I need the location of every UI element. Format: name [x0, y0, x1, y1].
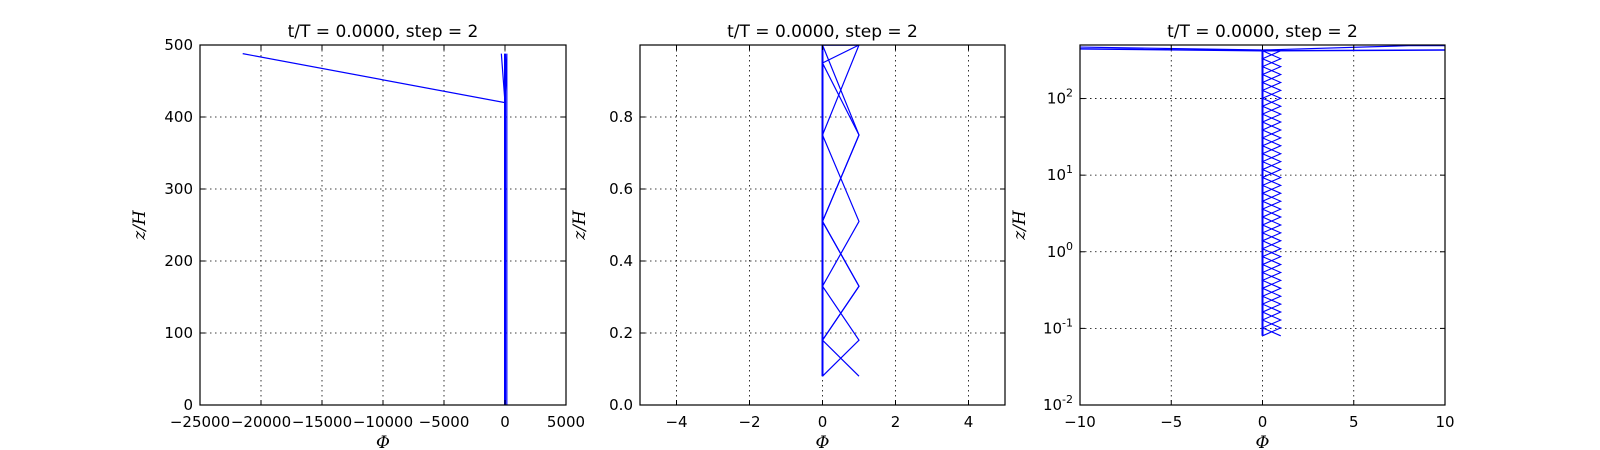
y-tick-label: 101: [1047, 163, 1073, 184]
tick-exponent: 1: [1066, 163, 1073, 176]
x-tick-label: −10000: [353, 413, 413, 431]
data-line: [500, 53, 508, 405]
y-tick-label: 102: [1047, 87, 1073, 108]
x-tick-label: −5: [1160, 413, 1182, 431]
data-line: [242, 53, 506, 405]
y-tick-label: 0: [183, 396, 193, 414]
subplot-1: −25000 −20000 −15000 −10000 −5000 0 5000 0 100 20…: [130, 22, 585, 450]
y-tick-label: 300: [164, 180, 193, 198]
x-tick-label: −10: [1064, 413, 1096, 431]
subplot-title: t/T = 0.0000, step = 2: [288, 22, 479, 42]
x-tick-label: −2: [738, 413, 760, 431]
x-axis-label: Φ: [816, 433, 830, 450]
subplot-title: t/T = 0.0000, step = 2: [727, 22, 918, 42]
tick-base: 10: [1043, 319, 1062, 337]
data-line: [1261, 50, 1283, 337]
x-tick-label: −4: [665, 413, 687, 431]
tick-base: 10: [1047, 166, 1066, 184]
x-tick-label: 5: [1349, 413, 1359, 431]
y-tick-label: 0.0: [609, 396, 633, 414]
subplot-title: t/T = 0.0000, step = 2: [1167, 22, 1358, 42]
y-tick-label: 10-1: [1043, 316, 1073, 337]
tick-exponent: 0: [1066, 240, 1073, 253]
y-axis-label: z/H: [130, 209, 150, 241]
x-axis-label: Φ: [376, 433, 390, 450]
x-tick-label: −5000: [419, 413, 470, 431]
series-group: [821, 45, 860, 377]
y-tick-label: 400: [164, 108, 193, 126]
series-group: [242, 53, 508, 405]
x-tick-label: −15000: [292, 413, 352, 431]
x-tick-label: 2: [891, 413, 901, 431]
y-tick-label: 0.6: [609, 180, 633, 198]
tick-exponent: -1: [1062, 316, 1073, 329]
y-tick-label: 0.2: [609, 324, 633, 342]
x-axis-label: Φ: [1256, 433, 1270, 450]
x-tick-label: 0: [500, 413, 510, 431]
y-tick-label: 100: [1047, 240, 1073, 261]
tick-exponent: -2: [1062, 393, 1073, 406]
y-tick-label: 100: [164, 324, 193, 342]
x-tick-label: −20000: [231, 413, 291, 431]
y-tick-label: 200: [164, 252, 193, 270]
y-tick-label: 0.8: [609, 108, 633, 126]
y-tick-label: 0.4: [609, 252, 633, 270]
y-tick-label: 500: [164, 36, 193, 54]
tick-exponent: 2: [1066, 87, 1073, 100]
x-tick-label: 10: [1435, 413, 1454, 431]
data-line: [821, 45, 860, 377]
tick-base: 10: [1047, 90, 1066, 108]
y-tick-label: 10-2: [1043, 393, 1073, 414]
x-tick-label: 5000: [547, 413, 585, 431]
subplot-2: −4 −2 0 2 4 0.0 0.2 0.4 0.6 0.8 t/T = 0.0000, step…: [570, 22, 1006, 450]
tick-base: 10: [1043, 396, 1062, 414]
y-axis-label: z/H: [1010, 209, 1030, 241]
y-axis-label: z/H: [570, 209, 590, 241]
data-line: [821, 45, 860, 377]
x-tick-label: 0: [818, 413, 828, 431]
tick-base: 10: [1047, 243, 1066, 261]
data-line: [821, 45, 860, 341]
data-line: [1261, 50, 1283, 337]
x-tick-label: −25000: [170, 413, 230, 431]
x-tick-label: 4: [964, 413, 974, 431]
series-group: [1080, 45, 1445, 337]
x-tick-label: 0: [1258, 413, 1268, 431]
